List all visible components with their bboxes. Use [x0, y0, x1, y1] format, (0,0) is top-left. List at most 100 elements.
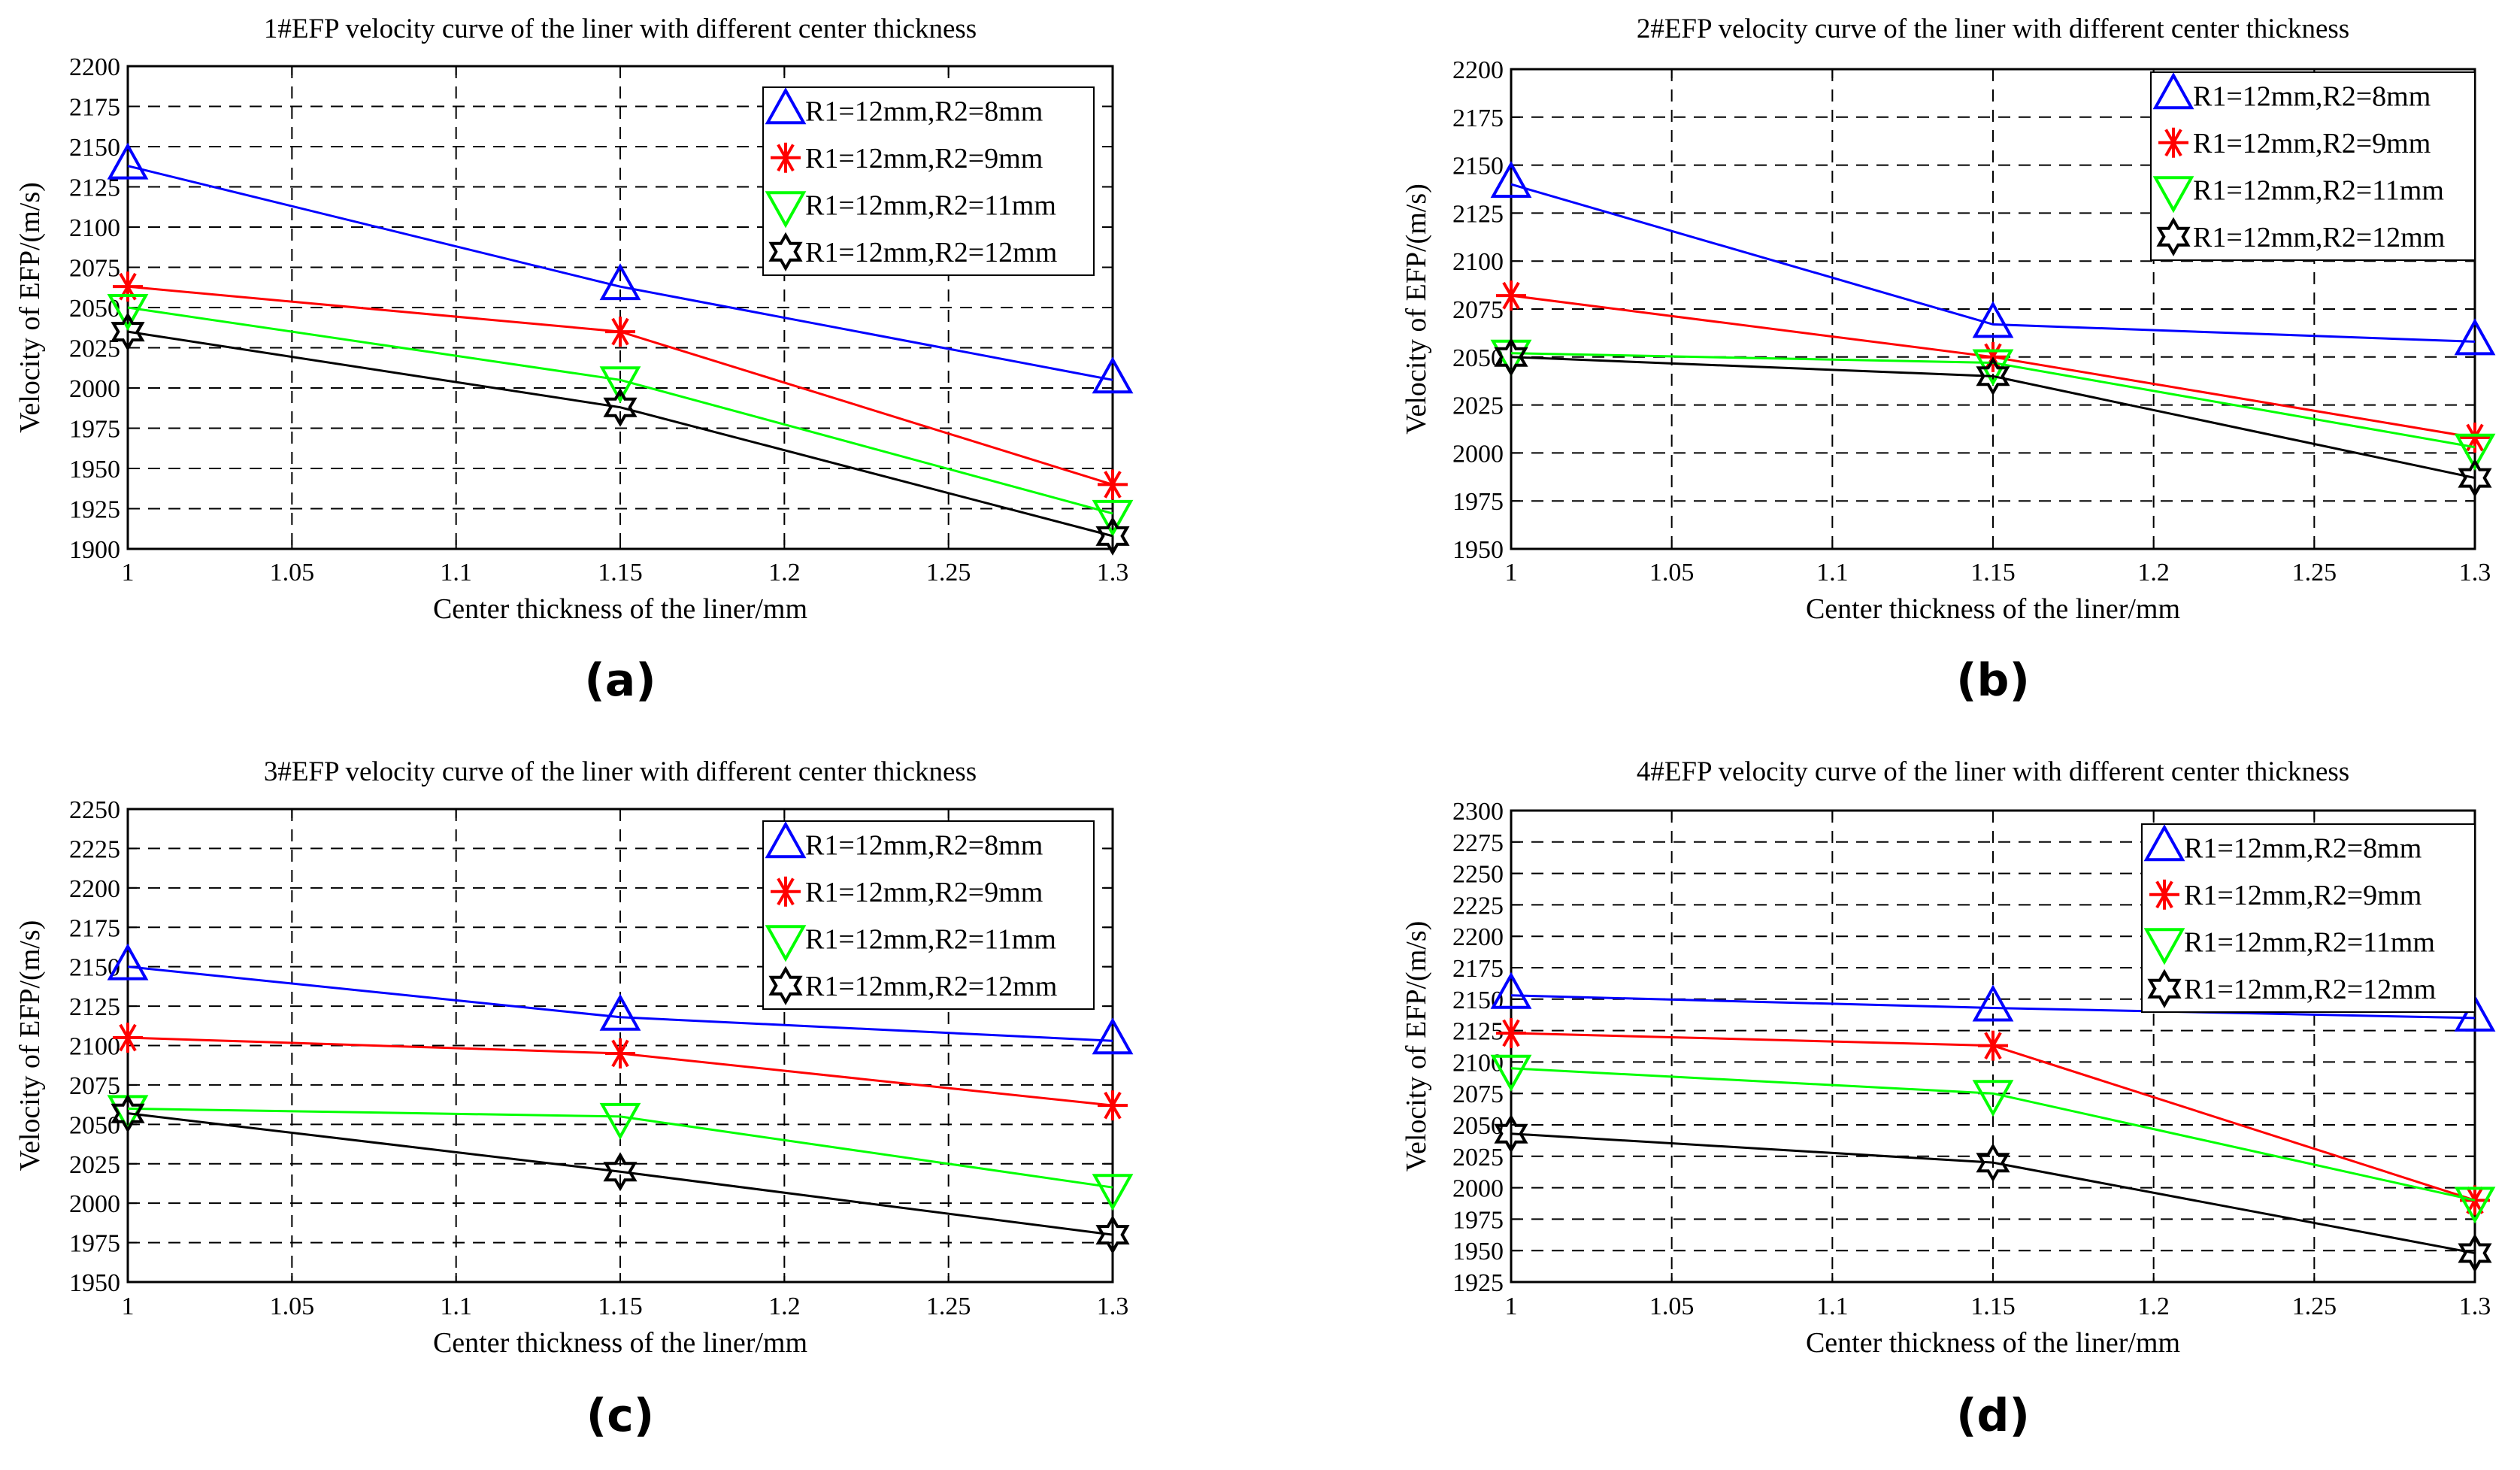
x-tick-label: 1.2 [2137, 559, 2170, 586]
chart-d: 4#EFP velocity curve of the liner with d… [1401, 756, 2496, 1442]
y-tick-label: 2125 [1452, 1018, 1504, 1046]
legend-entry: R1=12mm,R2=12mm [768, 965, 1057, 1005]
series-line [1510, 1132, 2476, 1255]
legend: R1=12mm,R2=8mm R1=12mm,R2=9mm R1=12mm,R2=1… [2141, 823, 2476, 1013]
series-line [127, 330, 1113, 538]
x-tick-label: 1.05 [1649, 1293, 1695, 1320]
data-point-marker [1976, 356, 2010, 396]
y-axis-label: Velocity of EFP/(m/s) [1401, 921, 1432, 1172]
y-tick-label: 2000 [69, 1190, 120, 1218]
y-axis-label: Velocity of EFP/(m/s) [14, 182, 46, 433]
data-point-marker [599, 993, 641, 1031]
x-tick-label: 1.25 [2292, 559, 2337, 586]
legend-box [2141, 823, 2476, 1013]
y-axis: 1900192519501975200020252050207521002125… [69, 53, 1113, 564]
legend-box [762, 820, 1095, 1010]
x-tick-label: 1 [1505, 1293, 1518, 1320]
x-tick-label: 1.15 [598, 559, 643, 586]
legend-label: R1=12mm,R2=9mm [2184, 880, 2422, 911]
data-point-marker [1972, 984, 2014, 1022]
data-point-marker [1496, 1017, 1526, 1048]
legend-entry: R1=12mm,R2=9mm [771, 142, 1043, 174]
y-tick-label: 2025 [69, 1151, 120, 1179]
y-tick-label: 2125 [69, 993, 120, 1021]
legend: R1=12mm,R2=8mm R1=12mm,R2=9mm R1=12mm,R2=1… [762, 820, 1095, 1010]
legend-marker [2143, 824, 2185, 862]
x-tick-label: 1.2 [768, 1293, 801, 1320]
legend-marker [771, 142, 801, 173]
series-2 [113, 1023, 1128, 1121]
x-tick-label: 1 [1505, 559, 1518, 586]
x-tick-label: 1.15 [598, 1293, 643, 1320]
legend-marker [765, 87, 807, 125]
legend: R1=12mm,R2=8mm R1=12mm,R2=9mm R1=12mm,R2=1… [2150, 71, 2476, 261]
series-line [1510, 994, 2476, 1020]
chart-title: 2#EFP velocity curve of the liner with d… [1637, 14, 2349, 44]
legend-entry: R1=12mm,R2=11mm [2143, 926, 2435, 965]
y-tick-label: 2175 [69, 914, 120, 942]
y-tick-label: 2150 [1452, 987, 1504, 1014]
y-tick-label: 2175 [1452, 105, 1504, 132]
y-tick-label: 2175 [1452, 955, 1504, 983]
panel-label: (c) [586, 1390, 654, 1442]
legend-entry: R1=12mm,R2=9mm [2158, 127, 2431, 159]
x-axis-label: Center thickness of the liner/mm [433, 593, 807, 625]
data-point-marker [2458, 1233, 2492, 1273]
series-4 [1494, 337, 2492, 498]
data-point-marker [1490, 1054, 1532, 1092]
legend-marker [765, 821, 807, 859]
panel-label: (b) [1956, 654, 2030, 707]
legend-entry: R1=12mm,R2=9mm [771, 876, 1043, 908]
data-point-marker [107, 943, 149, 981]
legend-label: R1=12mm,R2=12mm [2193, 222, 2445, 253]
y-tick-label: 2250 [1452, 861, 1504, 889]
legend: R1=12mm,R2=8mm R1=12mm,R2=9mm R1=12mm,R2=1… [762, 86, 1095, 276]
legend-box [2150, 71, 2476, 261]
y-axis-label: Velocity of EFP/(m/s) [14, 920, 46, 1171]
data-point-marker [2458, 458, 2492, 498]
y-tick-label: 2100 [1452, 1049, 1504, 1077]
x-axis: 1 1.05 1.1 1.15 1.2 1.25 1.3 [1505, 811, 2491, 1320]
data-point-marker [1095, 1215, 1130, 1255]
data-point-marker [603, 387, 638, 427]
legend-marker [765, 191, 807, 229]
y-tick-label: 2300 [1452, 798, 1504, 826]
x-tick-label: 1.05 [1649, 559, 1695, 586]
y-axis: 1950197520002025205020752100212521502175… [69, 796, 1113, 1297]
x-tick-label: 1.1 [1816, 1293, 1849, 1320]
chart-c: 3#EFP velocity curve of the liner with d… [14, 756, 1134, 1442]
data-point-marker [1972, 1080, 2014, 1117]
legend-label: R1=12mm,R2=8mm [2193, 80, 2431, 112]
legend-marker [2152, 72, 2194, 110]
y-tick-label: 1950 [69, 456, 120, 483]
x-tick-label: 1.05 [270, 1293, 315, 1320]
x-tick-label: 1 [122, 1293, 135, 1320]
y-tick-label: 1900 [69, 536, 120, 564]
y-tick-label: 2000 [69, 375, 120, 403]
data-point-marker [1494, 1114, 1528, 1153]
x-tick-label: 1.15 [1970, 559, 2016, 586]
legend-label: R1=12mm,R2=12mm [805, 971, 1057, 1002]
data-point-marker [1092, 1174, 1134, 1211]
y-tick-label: 2025 [1452, 393, 1504, 420]
data-point-marker [1095, 516, 1130, 556]
y-tick-label: 2200 [69, 53, 120, 81]
y-tick-label: 1950 [1452, 1238, 1504, 1265]
legend-entry: R1=12mm,R2=9mm [2149, 879, 2422, 911]
x-tick-label: 1.3 [2459, 1293, 2491, 1320]
y-tick-label: 2200 [1452, 923, 1504, 951]
chart-title: 3#EFP velocity curve of the liner with d… [264, 756, 977, 787]
y-tick-label: 2150 [1452, 153, 1504, 180]
legend-marker [2149, 879, 2179, 910]
y-tick-label: 2050 [69, 1111, 120, 1139]
y-tick-label: 2250 [69, 796, 120, 824]
y-tick-label: 1925 [1452, 1269, 1504, 1297]
data-point-marker [2454, 994, 2496, 1032]
data-point-marker [111, 312, 145, 352]
y-tick-label: 2150 [69, 134, 120, 162]
legend-label: R1=12mm,R2=9mm [2193, 128, 2431, 159]
legend-label: R1=12mm,R2=11mm [2184, 926, 2435, 958]
legend-box [762, 86, 1095, 276]
legend-entry: R1=12mm,R2=11mm [2152, 174, 2444, 214]
data-point-marker [1494, 337, 1528, 377]
